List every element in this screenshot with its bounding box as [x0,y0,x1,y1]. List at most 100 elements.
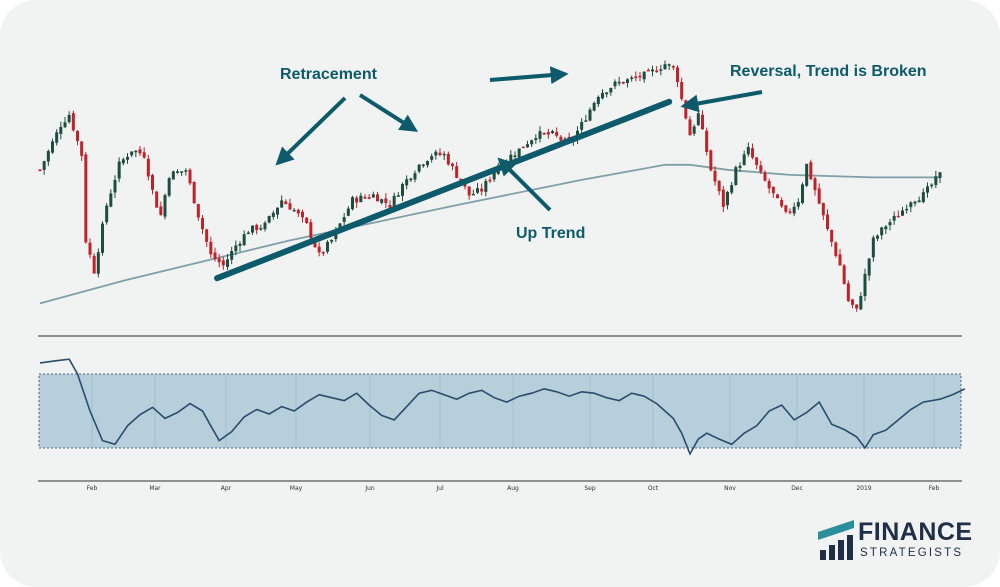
candle-body [592,102,596,111]
candle-body [871,237,875,258]
month-axis: Feb Mar Apr May Jun Jul Aug Sep Oct Nov Dec 2019 Feb [87,485,940,492]
candle-body [538,131,542,139]
candle-body [305,217,309,223]
candle-body [796,202,800,207]
candle-body [371,194,375,198]
candle-body [142,152,146,158]
candle-body [680,81,684,99]
candle-body [659,69,663,71]
candle-body [630,77,634,80]
month-tick-label: Oct [648,485,659,492]
candle-body [113,179,117,193]
candle-body [434,151,438,156]
candle-body [196,204,200,218]
logo-top-text: FINANCE [858,518,973,546]
candle-body [513,155,517,157]
candle-body [709,150,713,171]
candle-body [596,96,600,105]
candle-body [209,241,213,255]
candle-body [338,223,342,231]
candle-body [201,218,204,230]
month-tick-label: Sep [584,485,596,492]
candle-body [484,180,488,192]
candle-body [526,144,529,148]
oscillator-line [39,358,966,456]
candle-body [238,243,242,246]
candle-body [884,226,888,230]
candle-body [138,149,142,154]
candle-body [792,206,796,214]
candle-body [626,79,629,83]
candle-body [842,265,846,284]
candle-body [738,165,742,168]
candle-body [551,131,554,134]
candle-body [846,283,850,302]
candle-body [696,113,700,126]
up-trend-arrow [497,157,552,212]
candle-body [909,202,913,208]
candle-body [234,245,238,252]
annotation-arrows [275,66,763,212]
candle-body [121,159,125,164]
candle-body [905,208,909,211]
candle-body [580,121,584,130]
candle-body [692,126,696,134]
candle-body [876,235,879,239]
month-tick-label: May [290,485,303,492]
reversal-arrow [680,90,763,113]
candle-body [101,223,104,253]
candle-body [913,201,917,204]
candle-body [42,161,46,170]
candle-body [492,172,496,180]
candle-body [667,64,671,66]
candle-body [242,234,246,246]
candle-body [276,207,279,215]
candle-body [855,304,859,309]
candle-body [926,186,929,193]
candle-body [713,170,717,182]
candle-body [530,140,534,145]
candle-body [105,205,109,223]
candle-body [809,162,813,180]
candle-body [430,156,434,160]
candle-body [621,81,625,84]
candle-body [651,69,654,72]
oscillator-gridlines [91,374,935,448]
candle-body [67,115,71,123]
candle-body [267,216,271,223]
candle-body [934,176,938,185]
month-tick-label: Dec [791,485,803,492]
candle-body [759,165,763,172]
candle-body [859,296,863,310]
candle-body [263,222,267,230]
candle-body [259,228,263,230]
candle-body [321,252,325,254]
candle-body [184,170,188,172]
candle-body [363,196,367,199]
candle-body [521,146,525,149]
candle-body [888,222,892,226]
candle-body [892,215,896,221]
candle-body [634,76,638,79]
oscillator-band [38,373,962,449]
candle-body [59,126,63,134]
candle-body [488,179,492,182]
candle-body [380,199,384,203]
candle-body [288,203,292,210]
candle-body [309,222,313,239]
candle-body [742,154,746,165]
candle-body [617,81,621,84]
month-tick-label: Apr [221,485,232,492]
candle-body [826,214,829,229]
candle-body [117,161,121,179]
candle-body [555,131,559,136]
candle-body [517,148,521,158]
candle-body [130,151,134,156]
candle-body [38,169,42,172]
month-tick-label: 2019 [856,485,871,492]
candle-body [355,197,359,203]
candle-body [409,178,413,181]
candle-body [421,164,425,167]
candle-body [480,188,484,192]
